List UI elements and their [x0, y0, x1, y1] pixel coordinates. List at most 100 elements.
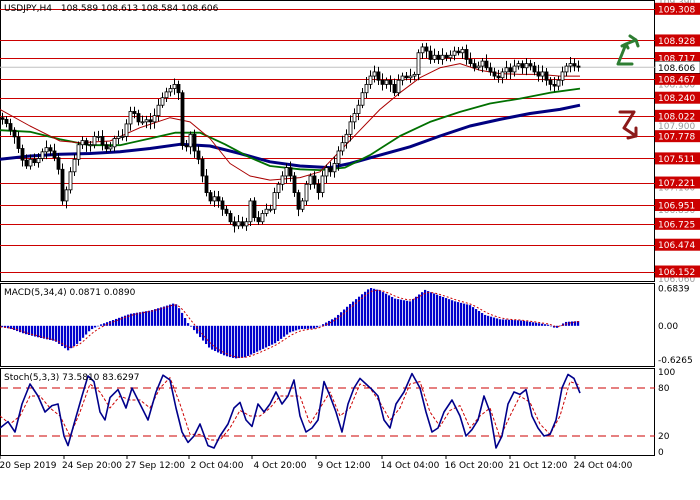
- macd-bar: [514, 320, 517, 326]
- macd-bar: [1, 325, 4, 328]
- macd-bar: [46, 325, 49, 340]
- macd-bar: [448, 299, 451, 326]
- macd-bar: [442, 296, 445, 326]
- time-tick-label: 16 Oct 20:00: [445, 461, 504, 471]
- candle-body: [152, 115, 157, 123]
- candle-body: [544, 71, 549, 81]
- candle-body: [364, 84, 369, 94]
- macd-label: MACD(5,34,4) 0.0871 0.0890: [4, 288, 136, 298]
- macd-bar: [394, 298, 397, 326]
- candle-body: [520, 63, 525, 69]
- level-tag: [655, 91, 700, 104]
- macd-bar: [340, 312, 343, 326]
- level-label: 107.511: [658, 155, 695, 165]
- macd-tick-label: -0.6265: [658, 356, 693, 366]
- level-tag: [655, 176, 700, 189]
- macd-bar: [568, 321, 571, 326]
- macd-bar: [532, 322, 535, 326]
- macd-bar: [430, 292, 433, 326]
- candle-body: [352, 113, 357, 123]
- candle-body: [236, 221, 241, 227]
- candle-body: [292, 175, 297, 194]
- candle-body: [540, 71, 545, 77]
- stoch-tick-label: 20: [658, 432, 670, 442]
- candle-body: [156, 104, 161, 117]
- macd-bar: [175, 304, 178, 326]
- macd-bar: [22, 325, 25, 334]
- candle-body: [52, 150, 57, 159]
- macd-bar: [208, 325, 211, 348]
- price-tick-label: 106.890: [658, 206, 695, 216]
- macd-bar: [280, 325, 283, 339]
- candle-body: [48, 147, 53, 152]
- macd-bar: [73, 325, 76, 347]
- macd-bar: [283, 325, 286, 337]
- candle-body: [528, 63, 533, 67]
- level-label: 109.308: [658, 5, 695, 15]
- candle-body: [192, 133, 197, 152]
- macd-bar: [151, 309, 154, 326]
- macd-bar: [67, 325, 70, 351]
- stoch-signal-line: [0, 377, 581, 441]
- macd-bar: [505, 319, 508, 326]
- macd-bar: [292, 325, 295, 332]
- candle-body: [104, 144, 109, 150]
- macd-bar: [391, 296, 394, 326]
- macd-bar: [478, 311, 481, 326]
- candle-body: [444, 54, 449, 59]
- macd-bar: [4, 325, 7, 328]
- candle-body: [384, 79, 389, 85]
- macd-bar: [526, 321, 529, 326]
- macd-bar: [55, 325, 58, 342]
- candle-body: [216, 196, 221, 202]
- macd-bar: [529, 321, 532, 326]
- candle-body: [140, 121, 145, 124]
- ma-slow-line: [0, 103, 581, 170]
- macd-bar: [82, 325, 85, 338]
- macd-bar: [364, 291, 367, 326]
- candle-body: [0, 117, 5, 120]
- macd-bar: [544, 324, 547, 326]
- macd-bar: [496, 318, 499, 326]
- candle-body: [436, 54, 441, 60]
- macd-bar: [343, 309, 346, 326]
- macd-bar: [460, 302, 463, 326]
- macd-bar: [412, 299, 415, 326]
- candle-body: [312, 175, 317, 185]
- macd-bar: [178, 308, 181, 326]
- candle-body: [80, 140, 85, 146]
- candle-body: [404, 75, 409, 79]
- candle-body: [476, 65, 481, 69]
- macd-bar: [385, 293, 388, 326]
- macd-bar: [358, 296, 361, 326]
- macd-bar: [226, 325, 229, 357]
- stoch-label: Stoch(5,3,3) 73.5810 83.6297: [4, 373, 139, 383]
- level-label: 108.022: [658, 112, 695, 122]
- candle-body: [492, 71, 497, 77]
- macd-bar: [295, 325, 298, 331]
- candle-body: [172, 84, 177, 89]
- candle-body: [44, 147, 49, 153]
- macd-bar: [355, 299, 358, 326]
- level-label: 106.474: [658, 241, 695, 251]
- candle-body: [232, 221, 237, 227]
- macd-bar: [289, 325, 292, 333]
- macd-bar: [373, 288, 376, 326]
- macd-bar: [49, 325, 52, 340]
- candle-body: [68, 171, 73, 191]
- candles: [0, 42, 581, 233]
- candle-body: [488, 67, 493, 73]
- macd-bar: [91, 325, 94, 330]
- macd-bar: [550, 325, 553, 327]
- candle-body: [368, 75, 373, 85]
- candle-body: [128, 111, 133, 125]
- macd-bar: [40, 325, 43, 339]
- candle-body: [96, 136, 101, 138]
- candle-body: [144, 119, 149, 123]
- candle-body: [204, 175, 209, 194]
- macd-bar: [268, 325, 271, 347]
- candle-body: [264, 208, 269, 214]
- macd-bar: [169, 304, 172, 326]
- level-label: 108.928: [658, 37, 695, 47]
- macd-bar: [379, 290, 382, 326]
